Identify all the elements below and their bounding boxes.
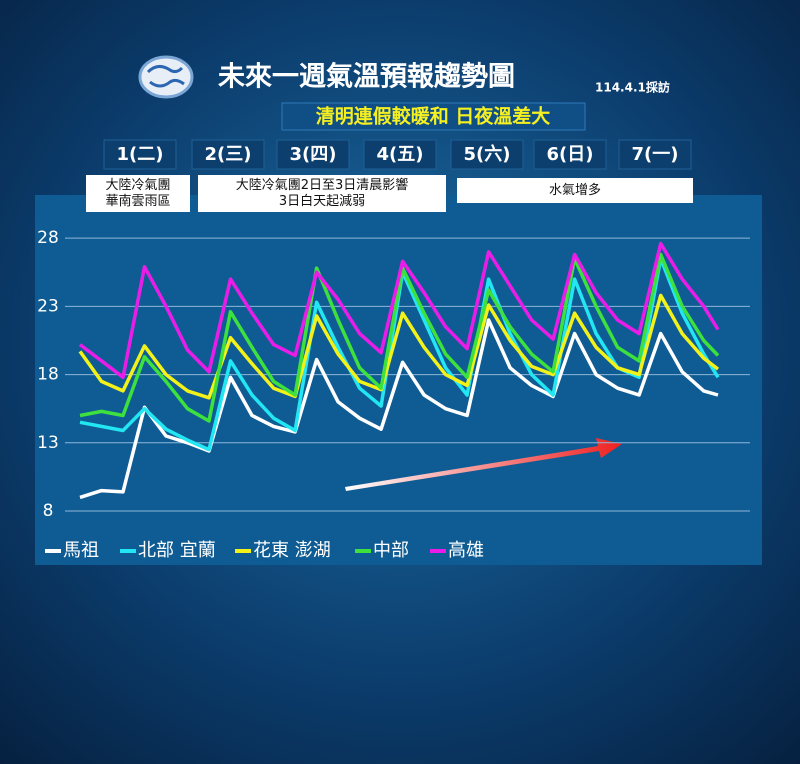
day-box [191, 139, 265, 170]
legend-label: 中部 [373, 540, 409, 561]
annotation-text: 3日白天起減弱 [279, 193, 365, 209]
subtitle: 清明連假較暖和 日夜溫差大 [316, 105, 551, 128]
annotation-box [457, 178, 693, 203]
annotation-text: 大陸冷氣團2日至3日清晨影響 [236, 177, 409, 193]
day-label: 6(日) [547, 144, 594, 165]
annotation-text: 水氣增多 [549, 182, 601, 198]
y-tick-label: 18 [37, 365, 59, 385]
day-label: 1(二) [117, 144, 164, 165]
day-label: 4(五) [377, 144, 424, 165]
date-note: 114.4.1採訪 [595, 80, 670, 95]
day-label: 7(一) [632, 144, 679, 165]
legend-label: 北部 宜蘭 [138, 540, 216, 561]
day-label: 2(三) [205, 144, 252, 165]
series-line [79, 318, 719, 500]
day-box [103, 139, 177, 170]
day-label: 5(六) [464, 143, 511, 165]
trend-arrow [345, 438, 622, 491]
annotation-text: 華南雲雨區 [105, 193, 170, 209]
y-tick-label: 8 [43, 501, 54, 521]
day-box [363, 139, 437, 170]
day-box [618, 139, 692, 170]
annotation-text: 大陸冷氣團 [105, 177, 170, 193]
annotation-box [198, 175, 446, 212]
day-box [276, 139, 350, 170]
legend-label: 花東 澎湖 [253, 540, 331, 561]
day-box [533, 139, 607, 170]
chart-title: 未來一週氣溫預報趨勢圖 [218, 61, 515, 93]
y-tick-label: 28 [37, 228, 59, 248]
y-tick-label: 13 [37, 433, 59, 453]
legend-label: 高雄 [448, 540, 484, 561]
series-line [78, 293, 720, 400]
day-label: 3(四) [290, 144, 337, 165]
legend-label: 馬祖 [63, 540, 99, 561]
logo [138, 55, 194, 99]
subtitle-box [281, 102, 586, 131]
y-tick-label: 23 [37, 296, 59, 316]
annotation-box [86, 175, 190, 212]
series-line [78, 241, 720, 380]
day-box [450, 139, 524, 170]
